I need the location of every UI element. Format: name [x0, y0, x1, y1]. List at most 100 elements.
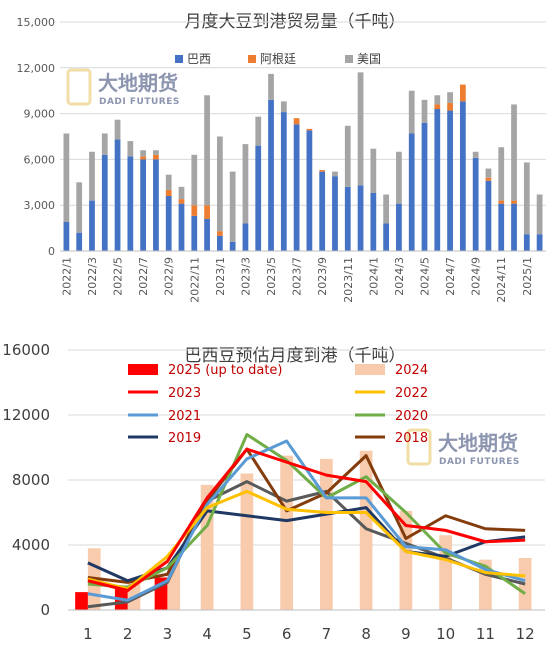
chart1-xtick-label: 2024/11: [495, 257, 508, 303]
chart1-bar-usa: [332, 171, 338, 177]
chart1-watermark-mark: 大地期货 DADI FUTURES: [66, 68, 179, 107]
chart2-legend-label: 2019: [168, 431, 201, 446]
chart1-ytick-label: 15,000: [17, 16, 56, 29]
chart1-bar-usa: [255, 116, 262, 146]
chart2-xtick-label: 4: [202, 625, 212, 643]
chart1-xtick-label: 2024/9: [470, 257, 483, 296]
chart1-bar-usa: [472, 151, 479, 158]
chart2-legend-label: 2025 (up to date): [168, 363, 282, 378]
chart1-bar-argentina: [216, 231, 223, 236]
chart1-bar-brazil: [485, 180, 492, 251]
chart1-bar-brazil: [216, 235, 223, 251]
chart1-bar-brazil: [511, 203, 517, 251]
chart1-bar-argentina: [191, 205, 198, 216]
chart1-bar-usa: [76, 182, 83, 233]
chart1-bar-usa: [421, 99, 428, 123]
chart1-bar-usa: [498, 147, 505, 201]
chart1-xtick-label: 2022/11: [188, 257, 201, 303]
chart2-xtick-label: 3: [163, 625, 173, 643]
chart1-xtick-label: 2024/1: [367, 257, 380, 296]
chart1-bar-usa: [216, 136, 223, 232]
chart1-bar-argentina: [178, 199, 185, 204]
chart1-bar-brazil: [370, 192, 377, 251]
chart1-bar-usa: [89, 151, 95, 201]
chart2-watermark: 大地期货 DADI FUTURES: [406, 428, 520, 467]
chart1-bar-brazil: [63, 221, 70, 251]
chart1-bar-brazil: [101, 154, 108, 251]
chart1-ytick-label: 6,000: [24, 153, 56, 166]
chart1-bar-brazil: [268, 99, 274, 251]
chart1-bar-brazil: [459, 101, 466, 252]
chart1-bar-argentina: [319, 170, 326, 172]
chart1-bar-usa: [434, 95, 441, 105]
chart1-bar-brazil: [140, 159, 147, 251]
watermark-logo-icon: [66, 68, 92, 106]
chart1-legend-swatch: [248, 55, 256, 63]
chart2-bar-2024: [280, 455, 293, 610]
chart1-bar-usa: [485, 168, 492, 178]
chart2-legend-swatch: [355, 364, 385, 375]
chart1-bar-argentina: [204, 205, 210, 219]
chart2-line-2018: [87, 447, 526, 584]
chart1-bar-brazil: [229, 241, 236, 251]
chart2-title: 巴西豆预估月度到港（千吨）: [185, 346, 406, 366]
chart1-bar-usa: [204, 95, 210, 206]
chart1-bar-usa: [383, 194, 390, 224]
chart1-bar-brazil: [408, 133, 415, 251]
chart1-bar-brazil: [536, 234, 543, 251]
chart1-legend: 巴西 阿根廷 美国: [175, 52, 381, 66]
chart1-bar-brazil: [293, 124, 300, 251]
chart1-xtick-label: 2022/9: [163, 257, 176, 296]
chart-brazil-soybean-monthly-arrivals: 巴西豆预估月度到港（千吨） 大地期货 DADI FUTURES 0 4000 8000…: [0, 322, 550, 651]
chart1-bar-brazil: [153, 159, 159, 251]
chart2-watermark-mark: 大地期货 DADI FUTURES: [406, 428, 520, 467]
chart1-bar-usa: [140, 150, 147, 157]
chart1-bar-usa: [511, 104, 517, 201]
chart1-bar-usa: [63, 133, 70, 222]
chart2-ytick-label: 8000: [12, 471, 50, 489]
chart1-bar-brazil: [255, 145, 262, 251]
chart1-bar-brazil: [178, 203, 185, 251]
chart1-bar-argentina: [434, 104, 441, 110]
chart1-xtick-label: 2023/5: [265, 257, 278, 296]
chart1-bar-usa: [191, 154, 198, 206]
chart1-bar-brazil: [319, 171, 326, 251]
chart1-xtick-label: 2022/7: [137, 257, 150, 296]
chart1-xtick-label: 2024/7: [444, 257, 457, 296]
chart1-bar-usa: [344, 125, 351, 187]
chart2-xtick-label: 5: [242, 625, 252, 643]
watermark-logo-icon: [406, 428, 432, 466]
chart1-legend-label: 美国: [357, 52, 381, 66]
chart2-line-2020: [87, 433, 526, 595]
chart1-bar-argentina: [447, 102, 453, 111]
chart1-bar-argentina: [485, 177, 492, 181]
chart2-xtick-label: 12: [516, 625, 535, 643]
chart1-xtick-label: 2023/11: [342, 257, 355, 303]
chart1-ytick-label: 0: [48, 245, 55, 258]
chart1-bar-usa: [280, 101, 287, 113]
chart2-legend-label: 2021: [168, 409, 201, 424]
chart1-bar-brazil: [498, 203, 505, 251]
chart2-legend: 2025 (up to date) 2024 2023 2022 2021 2020 201…: [128, 363, 428, 446]
chart1-ytick-label: 3,000: [24, 199, 56, 212]
chart2-bar-2024: [320, 458, 333, 610]
chart2-legend-label: 2020: [395, 409, 428, 424]
chart1-xtick-label: 2025/1: [521, 257, 534, 296]
chart1-xtick-label: 2022/1: [60, 257, 73, 296]
chart1-bar-usa: [357, 72, 364, 186]
chart1-legend-swatch: [345, 55, 353, 63]
watermark-en: DADI FUTURES: [439, 457, 520, 467]
chart1-bar-brazil: [523, 234, 530, 251]
chart1-xtick-label: 2022/3: [86, 257, 99, 296]
chart1-watermark: 大地期货 DADI FUTURES: [66, 68, 179, 107]
chart1-xtick-label: 2023/1: [214, 257, 227, 296]
chart1-xtick-label: 2024/3: [393, 257, 406, 296]
chart1-bar-argentina: [498, 200, 505, 204]
chart1-bar-brazil: [383, 223, 390, 251]
chart2-legend-label: 2024: [395, 363, 428, 378]
chart2-xtick-label: 1: [83, 625, 93, 643]
chart1-xtick-label: 2023/9: [316, 257, 329, 296]
chart1-bar-brazil: [191, 215, 198, 251]
chart-monthly-soybean-arrivals: 月度大豆到港贸易量（千吨） 大地期货 DADI FUTURES 0 3,000 6,0…: [0, 0, 550, 322]
chart1-bar-usa: [242, 144, 249, 224]
